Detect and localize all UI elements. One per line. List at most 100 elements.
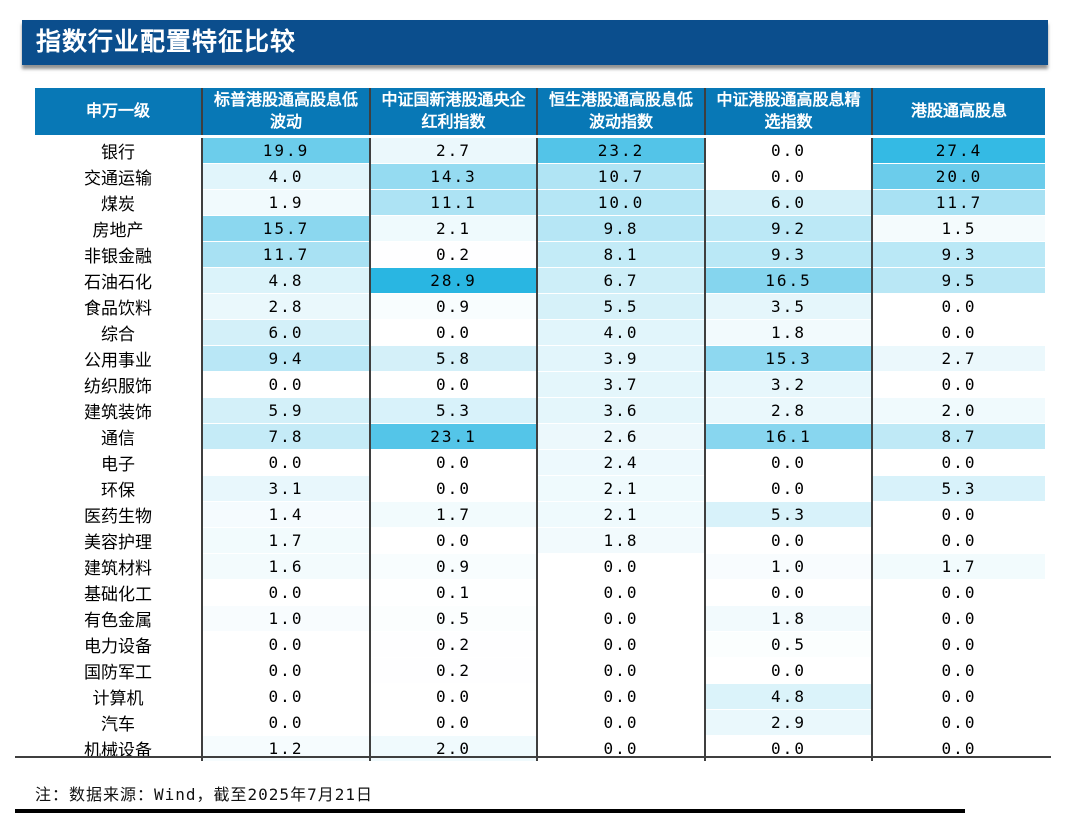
value-cell: 0.0 <box>537 683 706 711</box>
value-cell: 1.5 <box>872 215 1045 243</box>
value-cell: 1.7 <box>872 553 1045 581</box>
value-cell: 0.0 <box>537 605 706 633</box>
value-cell: 11.1 <box>370 189 538 217</box>
column-header-1: 标普港股通高股息低波动 <box>202 88 371 139</box>
value-cell: 4.0 <box>202 163 371 191</box>
value-cell: 0.0 <box>202 683 371 711</box>
value-cell: 9.8 <box>537 215 706 243</box>
table-row: 公用事业 9.4 5.8 3.9 15.3 2.7 <box>35 345 1045 373</box>
value-cell: 5.3 <box>370 397 538 425</box>
value-cell: 2.6 <box>537 423 706 451</box>
value-cell: 8.1 <box>537 241 706 269</box>
value-cell: 3.2 <box>705 371 873 399</box>
source-note: 注：数据来源：Wind，截至2025年7月21日 <box>35 785 373 804</box>
value-cell: 0.0 <box>872 527 1045 555</box>
value-cell: 1.9 <box>202 189 371 217</box>
value-cell: 0.0 <box>370 527 538 555</box>
value-cell: 0.0 <box>202 449 371 477</box>
value-cell: 9.4 <box>202 345 371 373</box>
value-cell: 1.0 <box>705 553 873 581</box>
table-row: 通信 7.8 23.1 2.6 16.1 8.7 <box>35 423 1045 451</box>
value-cell: 28.9 <box>370 267 538 295</box>
value-cell: 0.0 <box>872 319 1045 347</box>
value-cell: 2.8 <box>705 397 873 425</box>
value-cell: 23.2 <box>537 136 706 165</box>
value-cell: 5.3 <box>872 475 1045 503</box>
value-cell: 6.7 <box>537 267 706 295</box>
value-cell: 9.3 <box>872 241 1045 269</box>
value-cell: 0.0 <box>705 579 873 607</box>
table-row: 美容护理 1.7 0.0 1.8 0.0 0.0 <box>35 527 1045 555</box>
industry-label: 通信 <box>35 423 203 451</box>
value-cell: 0.0 <box>202 657 371 685</box>
row-header-label: 申万一级 <box>35 88 203 139</box>
value-cell: 1.6 <box>202 553 371 581</box>
industry-label: 环保 <box>35 475 203 503</box>
table-row: 环保 3.1 0.0 2.1 0.0 5.3 <box>35 475 1045 503</box>
value-cell: 4.0 <box>537 319 706 347</box>
table-row: 非银金融 11.7 0.2 8.1 9.3 9.3 <box>35 241 1045 269</box>
value-cell: 0.2 <box>370 657 538 685</box>
industry-label: 综合 <box>35 319 203 347</box>
table-body: 银行 19.9 2.7 23.2 0.0 27.4 交通运输 4.0 14.3 10.7 0.0 20… <box>35 136 1045 762</box>
value-cell: 0.0 <box>872 657 1045 685</box>
value-cell: 0.0 <box>202 709 371 737</box>
column-header-4: 中证港股通高股息精选指数 <box>705 88 873 139</box>
industry-label: 美容护理 <box>35 527 203 555</box>
value-cell: 0.0 <box>705 527 873 555</box>
industry-label: 医药生物 <box>35 501 203 529</box>
table-row: 石油石化 4.8 28.9 6.7 16.5 9.5 <box>35 267 1045 295</box>
value-cell: 9.2 <box>705 215 873 243</box>
value-cell: 4.8 <box>202 267 371 295</box>
value-cell: 10.7 <box>537 163 706 191</box>
table-row: 医药生物 1.4 1.7 2.1 5.3 0.0 <box>35 501 1045 529</box>
value-cell: 15.3 <box>705 345 873 373</box>
value-cell: 0.0 <box>370 319 538 347</box>
value-cell: 9.5 <box>872 267 1045 295</box>
value-cell: 3.1 <box>202 475 371 503</box>
table-row: 基础化工 0.0 0.1 0.0 0.0 0.0 <box>35 579 1045 607</box>
value-cell: 6.0 <box>705 189 873 217</box>
value-cell: 0.0 <box>705 449 873 477</box>
page-title: 指数行业配置特征比较 <box>22 20 1048 65</box>
column-header-2: 中证国新港股通央企红利指数 <box>370 88 538 139</box>
value-cell: 0.0 <box>705 657 873 685</box>
industry-label: 非银金融 <box>35 241 203 269</box>
value-cell: 0.0 <box>370 475 538 503</box>
table-row: 纺织服饰 0.0 0.0 3.7 3.2 0.0 <box>35 371 1045 399</box>
column-header-5: 港股通高股息 <box>872 88 1045 139</box>
industry-label: 电力设备 <box>35 631 203 659</box>
value-cell: 0.0 <box>370 709 538 737</box>
table-row: 电力设备 0.0 0.2 0.0 0.5 0.0 <box>35 631 1045 659</box>
industry-label: 建筑材料 <box>35 553 203 581</box>
value-cell: 0.0 <box>705 136 873 165</box>
value-cell: 3.6 <box>537 397 706 425</box>
value-cell: 11.7 <box>872 189 1045 217</box>
table-row: 建筑材料 1.6 0.9 0.0 1.0 1.7 <box>35 553 1045 581</box>
value-cell: 10.0 <box>537 189 706 217</box>
value-cell: 20.0 <box>872 163 1045 191</box>
industry-label: 银行 <box>35 136 203 165</box>
industry-label: 公用事业 <box>35 345 203 373</box>
industry-label: 电子 <box>35 449 203 477</box>
value-cell: 27.4 <box>872 136 1045 165</box>
value-cell: 1.7 <box>202 527 371 555</box>
value-cell: 3.9 <box>537 345 706 373</box>
value-cell: 5.9 <box>202 397 371 425</box>
value-cell: 0.0 <box>537 657 706 685</box>
value-cell: 0.0 <box>872 605 1045 633</box>
value-cell: 2.1 <box>537 501 706 529</box>
value-cell: 23.1 <box>370 423 538 451</box>
table-row: 汽车 0.0 0.0 0.0 2.9 0.0 <box>35 709 1045 737</box>
value-cell: 0.0 <box>537 709 706 737</box>
value-cell: 5.8 <box>370 345 538 373</box>
value-cell: 19.9 <box>202 136 371 165</box>
industry-label: 有色金属 <box>35 605 203 633</box>
industry-allocation-heatmap-table: 申万一级 标普港股通高股息低波动 中证国新港股通央企红利指数 恒生港股通高股息低波动指… <box>35 88 1045 762</box>
value-cell: 0.0 <box>202 579 371 607</box>
value-cell: 3.5 <box>705 293 873 321</box>
value-cell: 0.0 <box>872 371 1045 399</box>
value-cell: 0.0 <box>872 631 1045 659</box>
value-cell: 6.0 <box>202 319 371 347</box>
header-row: 申万一级 标普港股通高股息低波动 中证国新港股通央企红利指数 恒生港股通高股息低波动指… <box>35 88 1045 139</box>
